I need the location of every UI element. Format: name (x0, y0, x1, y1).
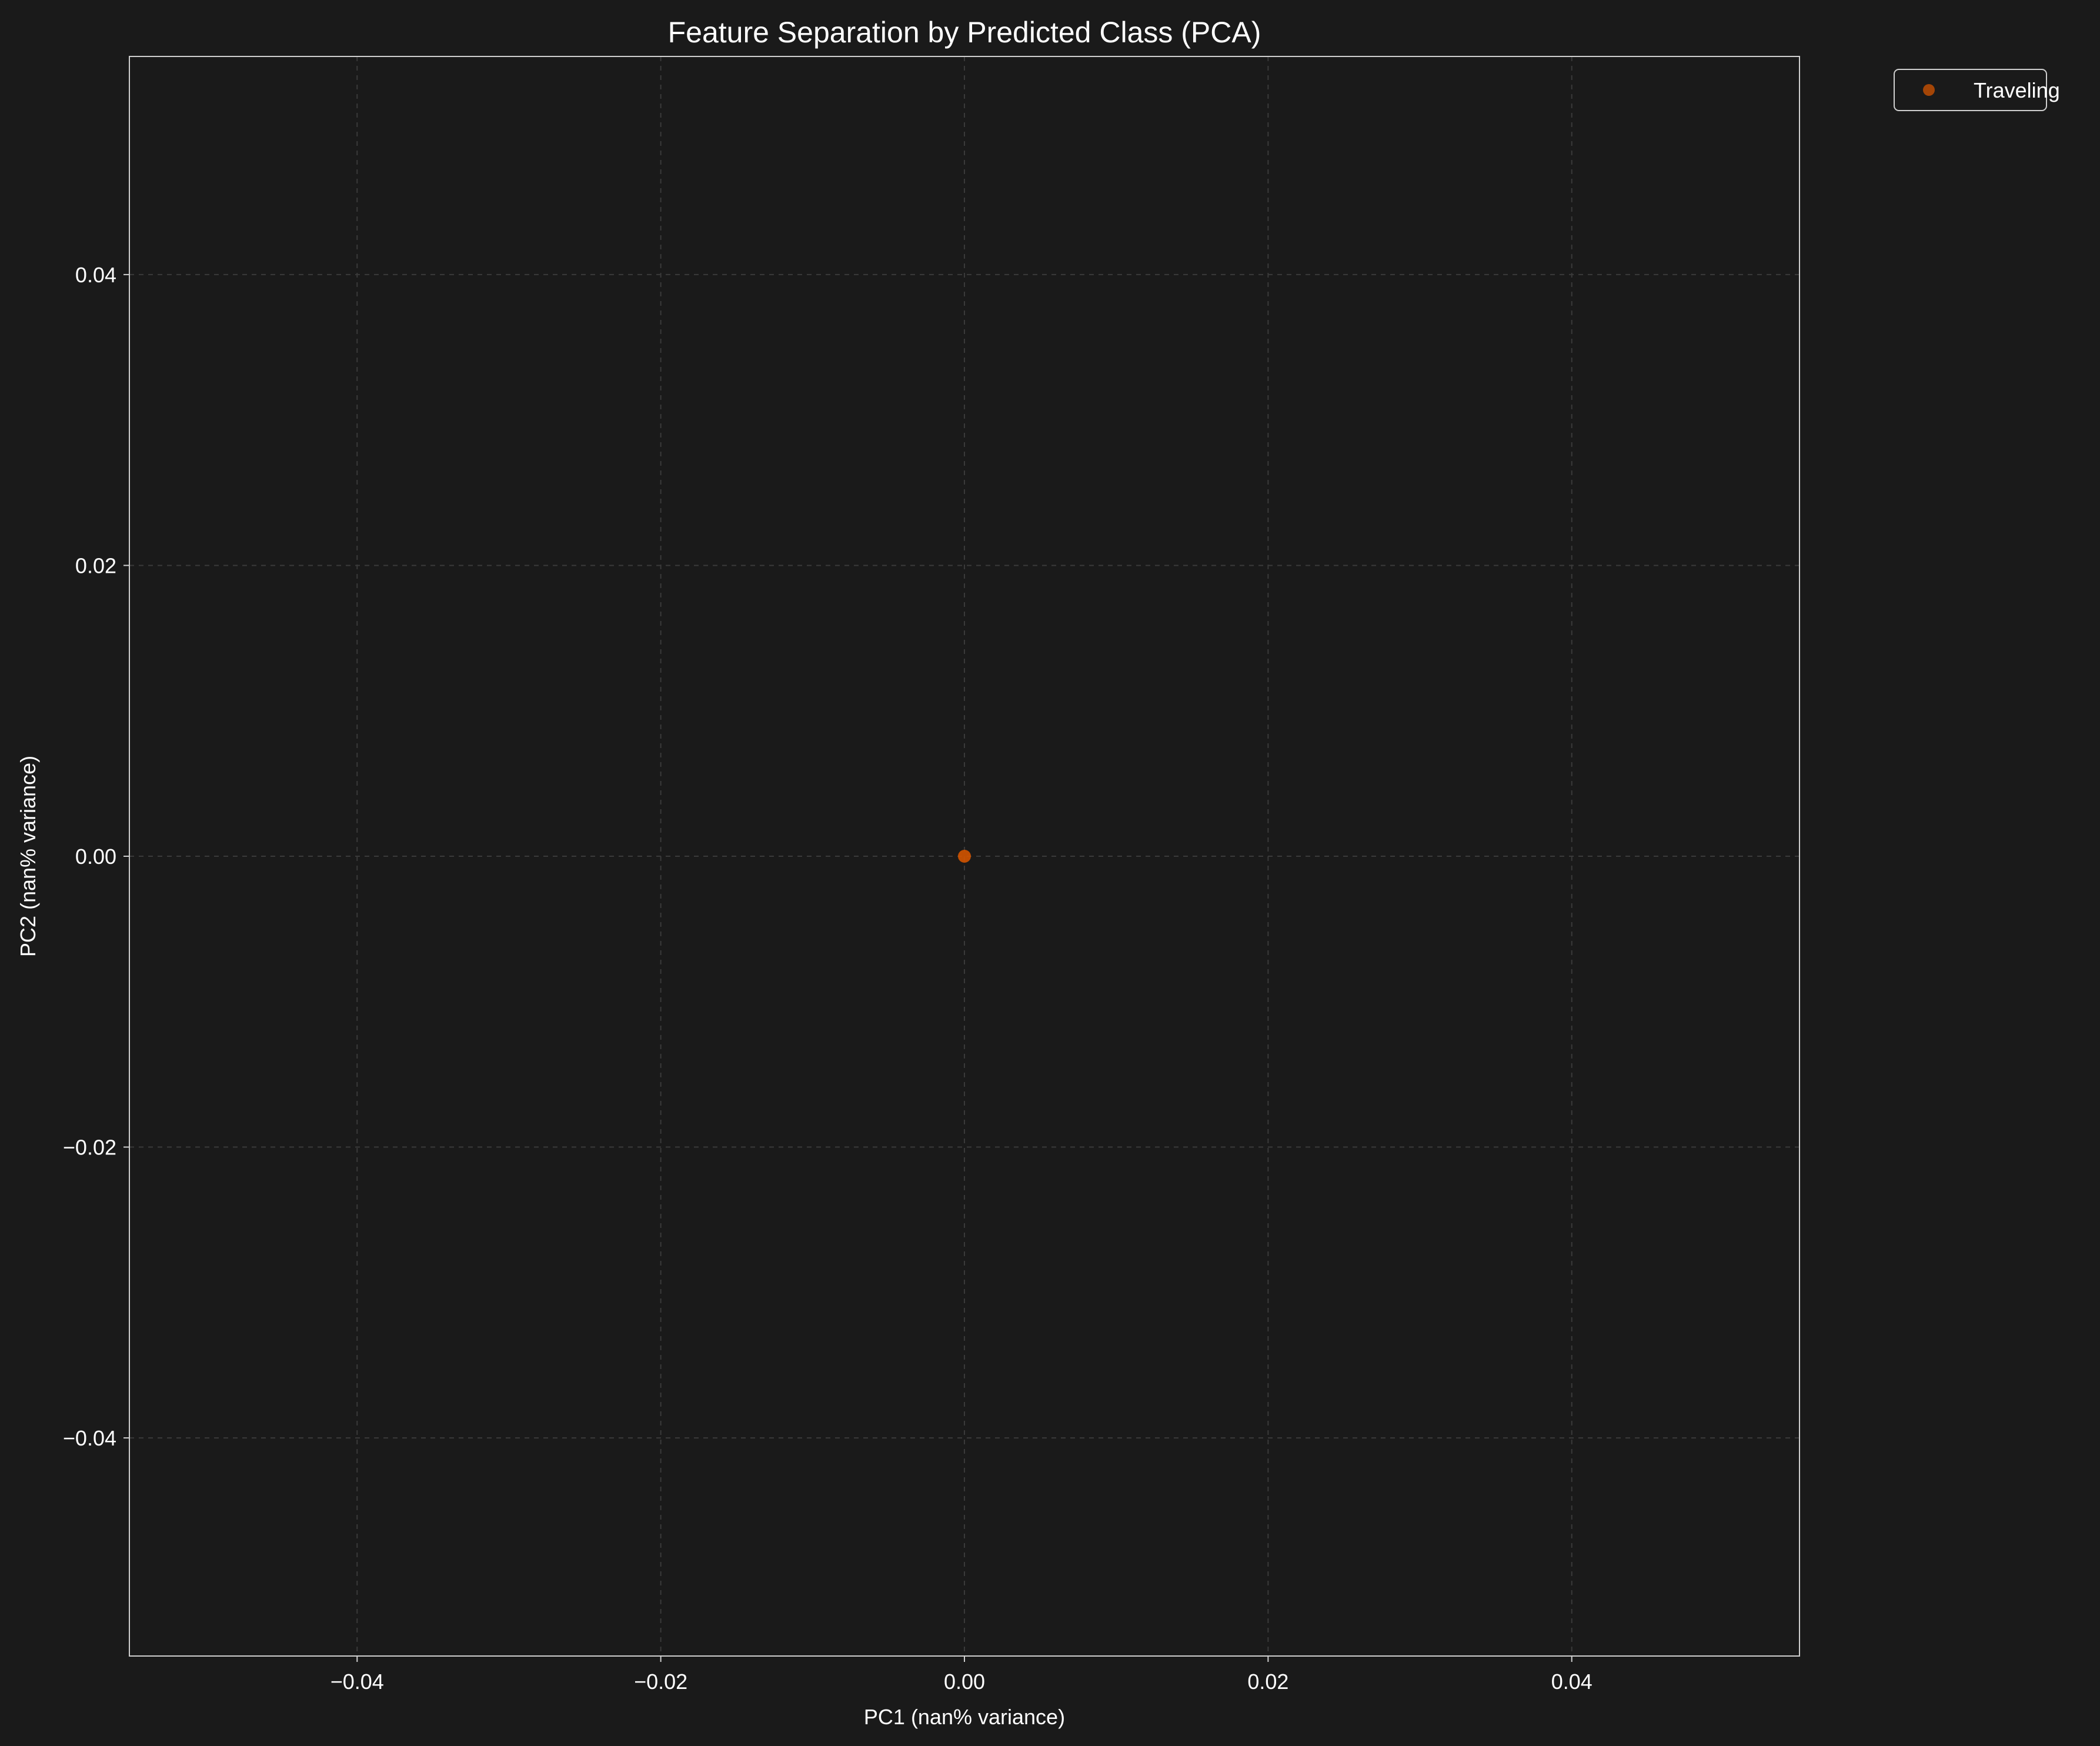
y-tick-label: −0.02 (63, 1136, 116, 1160)
y-tick-label: −0.04 (63, 1426, 116, 1450)
plot-area (129, 56, 1800, 1657)
legend: Traveling (1894, 69, 2060, 111)
legend-box (1894, 69, 2047, 111)
y-tick-label: 0.00 (75, 844, 116, 869)
data-point (958, 850, 971, 863)
legend-label: Traveling (1974, 78, 2060, 102)
chart-title: Feature Separation by Predicted Class (P… (668, 16, 1261, 49)
x-tick-label: −0.04 (330, 1670, 384, 1694)
data-points (958, 850, 971, 863)
y-tick-label: 0.02 (75, 553, 116, 577)
y-axis-ticks: −0.04 −0.02 0.00 0.02 0.04 (63, 263, 129, 1450)
x-axis-label: PC1 (nan% variance) (864, 1705, 1065, 1729)
x-tick-label: 0.02 (1247, 1670, 1288, 1694)
y-tick-label: 0.04 (75, 263, 116, 287)
x-tick-label: 0.00 (944, 1670, 985, 1694)
y-axis-label: PC2 (nan% variance) (16, 756, 40, 957)
legend-marker (1923, 84, 1935, 96)
x-axis-ticks: −0.04 −0.02 0.00 0.02 0.04 (330, 1656, 1592, 1694)
x-tick-label: 0.04 (1551, 1670, 1592, 1694)
x-tick-label: −0.02 (634, 1670, 687, 1694)
